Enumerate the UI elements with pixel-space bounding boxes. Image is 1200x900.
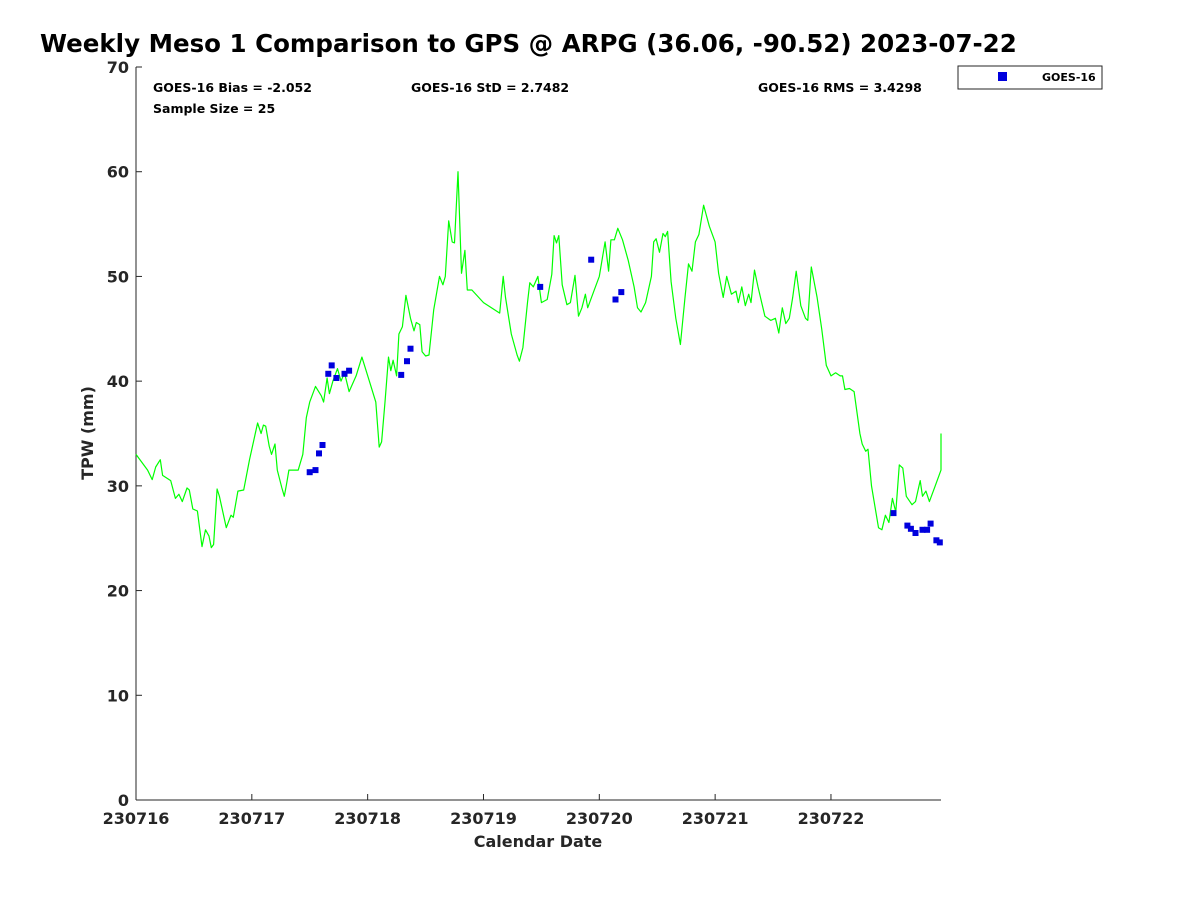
data-point-goes-16: [933, 537, 940, 544]
data-point-goes-16: [407, 345, 414, 352]
legend: GOES-16: [957, 65, 1103, 90]
stat-std: GOES-16 StD = 2.7482: [411, 80, 569, 95]
y-ticks: 0 10 20 30 40 50 60 70: [107, 58, 142, 810]
y-tick-label: 40: [107, 372, 129, 391]
plot-area: [135, 171, 943, 549]
x-ticks: 230716 230717 230718 230719 230720 230721 2307…: [103, 794, 865, 828]
data-point-goes-16: [927, 520, 934, 527]
x-tick-label: 230721: [682, 809, 749, 828]
data-point-goes-16: [904, 522, 911, 529]
data-point-goes-16: [924, 526, 931, 533]
y-tick-label: 50: [107, 267, 129, 286]
chart-title: Weekly Meso 1 Comparison to GPS @ ARPG (…: [40, 29, 1017, 58]
series-line-gps: [135, 171, 942, 549]
y-tick-label: 30: [107, 477, 129, 496]
x-tick-label: 230716: [103, 809, 170, 828]
data-point-goes-16: [341, 370, 348, 377]
stat-rms: GOES-16 RMS = 3.4298: [758, 80, 922, 95]
legend-marker-goes-16: [998, 72, 1007, 81]
data-point-goes-16: [306, 469, 313, 476]
data-point-goes-16: [936, 539, 943, 546]
y-tick-label: 70: [107, 58, 129, 77]
data-point-goes-16: [588, 256, 595, 263]
axes-frame: [135, 67, 941, 801]
stat-sample-size: Sample Size = 25: [153, 101, 275, 116]
data-point-goes-16: [612, 296, 619, 303]
data-point-goes-16: [912, 530, 919, 536]
data-point-goes-16: [319, 442, 326, 448]
data-point-goes-16: [890, 510, 897, 517]
y-tick-label: 0: [118, 791, 129, 810]
data-point-goes-16: [618, 289, 625, 296]
data-point-goes-16: [328, 362, 335, 369]
legend-label-goes-16: GOES-16: [1042, 71, 1096, 84]
data-point-goes-16: [333, 375, 340, 381]
data-point-goes-16: [919, 526, 926, 533]
y-axis-label: TPW (mm): [78, 386, 97, 480]
y-tick-label: 20: [107, 582, 129, 601]
data-point-goes-16: [346, 367, 353, 374]
stat-bias: GOES-16 Bias = -2.052: [153, 80, 312, 95]
y-tick-label: 10: [107, 686, 129, 705]
x-tick-label: 230722: [798, 809, 865, 828]
statistics-annotations: GOES-16 Bias = -2.052 GOES-16 StD = 2.74…: [153, 80, 922, 116]
x-tick-label: 230719: [450, 809, 517, 828]
x-axis-label: Calendar Date: [474, 832, 603, 851]
legend-box: [957, 65, 1103, 90]
data-point-goes-16: [312, 467, 319, 474]
x-tick-label: 230718: [334, 809, 401, 828]
series-points-goes-16: [306, 256, 943, 546]
x-tick-label: 230720: [566, 809, 633, 828]
data-point-goes-16: [398, 371, 405, 378]
data-point-goes-16: [316, 450, 322, 457]
data-point-goes-16: [404, 358, 410, 365]
y-tick-label: 60: [107, 163, 129, 182]
data-point-goes-16: [537, 283, 544, 290]
data-point-goes-16: [325, 370, 332, 377]
x-tick-label: 230717: [218, 809, 285, 828]
data-point-goes-16: [907, 525, 914, 532]
